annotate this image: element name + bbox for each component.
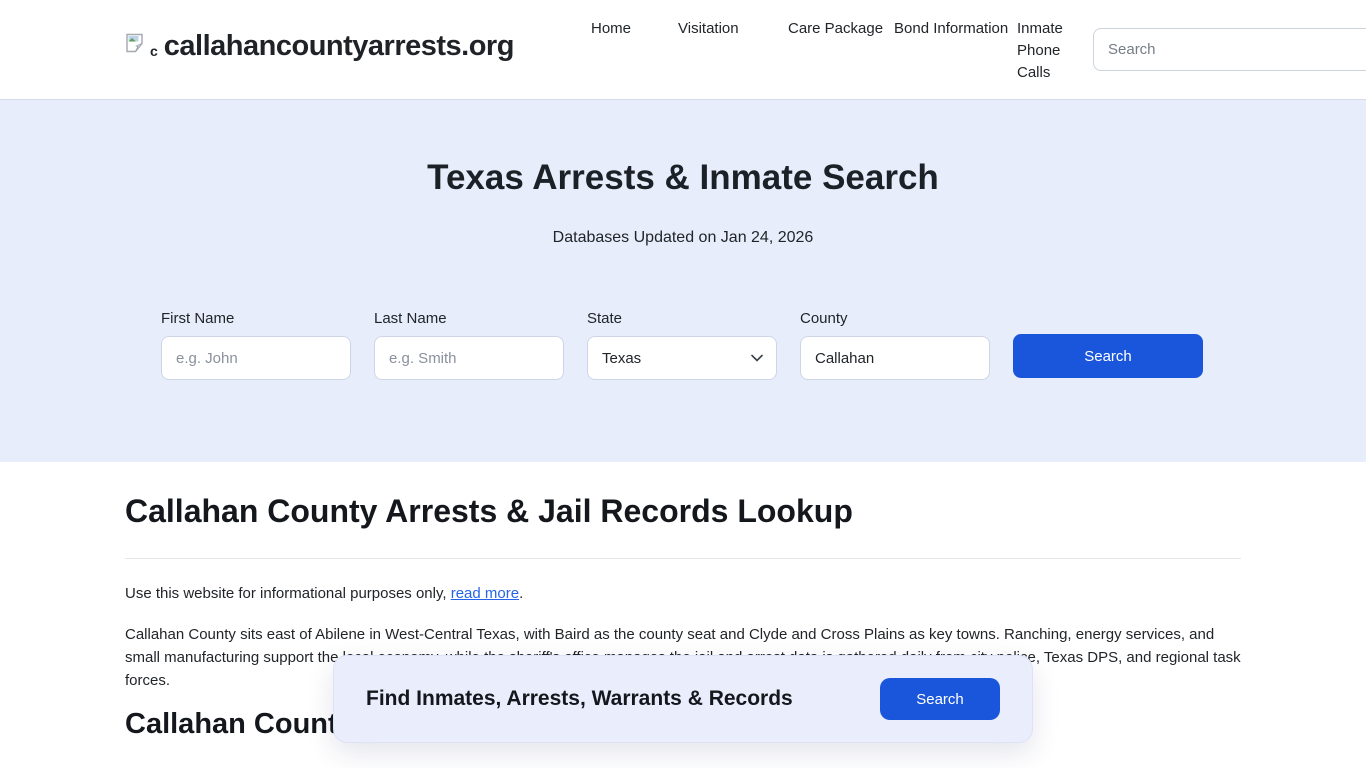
last-name-label: Last Name xyxy=(374,310,447,327)
first-name-input[interactable] xyxy=(161,336,351,380)
inmate-search-form: First Name Last Name State Texas County … xyxy=(161,310,1205,380)
state-field-group: State Texas xyxy=(587,310,777,380)
state-label: State xyxy=(587,310,623,327)
search-button[interactable]: Search xyxy=(1013,334,1203,378)
main-nav: Home Visitation Care Package Bond Inform… xyxy=(591,18,1067,84)
header: c callahancountyarrests.org Home Visitat… xyxy=(0,0,1366,100)
read-more-link[interactable]: read more xyxy=(450,585,520,602)
state-select[interactable]: Texas xyxy=(587,336,777,380)
first-name-field-group: First Name xyxy=(161,310,351,380)
disclaimer-suffix: . xyxy=(519,585,524,602)
banner-text: Find Inmates, Arrests, Warrants & Record… xyxy=(366,687,793,710)
nav-item-home[interactable]: Home xyxy=(591,20,632,37)
broken-image-icon xyxy=(126,33,143,52)
county-label: County xyxy=(800,310,848,327)
banner-search-button[interactable]: Search xyxy=(880,678,1000,720)
logo-alt-text: c xyxy=(150,42,158,59)
nav-item-visitation[interactable]: Visitation xyxy=(678,20,739,37)
nav-item-care-package[interactable]: Care Package xyxy=(788,20,884,37)
site-logo[interactable]: c callahancountyarrests.org xyxy=(125,30,514,63)
first-name-label: First Name xyxy=(161,310,235,327)
hero-title: Texas Arrests & Inmate Search xyxy=(427,158,939,197)
last-name-input[interactable] xyxy=(374,336,564,380)
nav-item-bond-information[interactable]: Bond Information xyxy=(894,20,1009,37)
site-title: callahancountyarrests.org xyxy=(163,30,515,62)
county-input[interactable] xyxy=(800,336,990,380)
header-search-input[interactable] xyxy=(1093,28,1366,71)
hero-section: Texas Arrests & Inmate Search Databases … xyxy=(0,100,1366,462)
nav-item-inmate-phone-calls[interactable]: Inmate Phone Calls xyxy=(1017,20,1063,81)
disclaimer-prefix: Use this website for informational purpo… xyxy=(125,585,451,602)
divider xyxy=(125,558,1241,559)
last-name-field-group: Last Name xyxy=(374,310,564,380)
hero-subtitle: Databases Updated on Jan 24, 2026 xyxy=(552,229,814,246)
page-title: Callahan County Arrests & Jail Records L… xyxy=(125,493,853,529)
county-field-group: County xyxy=(800,310,990,380)
disclaimer-text: Use this website for informational purpo… xyxy=(125,585,1241,602)
floating-cta-banner: Find Inmates, Arrests, Warrants & Record… xyxy=(333,655,1033,743)
